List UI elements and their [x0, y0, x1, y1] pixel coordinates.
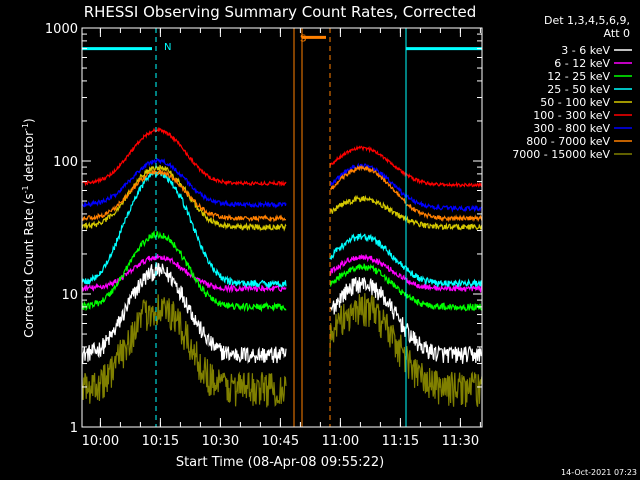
legend-header-line-2: Att 0 — [604, 27, 630, 40]
x-tick-label-10:30: 10:30 — [202, 434, 239, 449]
legend-label-25-50-kev: 25 - 50 keV — [547, 83, 610, 96]
x-tick-label-10:15: 10:15 — [142, 434, 179, 449]
x-tick-label-10:45: 10:45 — [262, 434, 299, 449]
series-12-25-kev — [81, 229, 483, 313]
series-25-50-kev — [81, 169, 483, 290]
x-tick-label-11:00: 11:00 — [322, 434, 359, 449]
y-tick-label-1000: 1000 — [45, 22, 78, 37]
series-800-7000-kev — [81, 164, 483, 223]
y-axis-label-mid: detector — [22, 131, 36, 186]
series-line-100-300-kev-before-gap — [81, 126, 287, 187]
plot-area — [81, 126, 483, 408]
series-line-300-800-kev-before-gap — [81, 158, 287, 209]
legend-header-line-1: Det 1,3,4,5,6,9, — [544, 14, 630, 27]
series-line-12-25-kev-before-gap — [81, 229, 287, 313]
x-axis-label: Start Time (08-Apr-08 09:55:22) — [176, 455, 384, 470]
series-50-100-kev — [81, 165, 483, 232]
series-line-25-50-kev-before-gap — [81, 169, 287, 289]
chart-title: RHESSI Observing Summary Count Rates, Co… — [84, 3, 477, 21]
x-tick-label-11:15: 11:15 — [382, 434, 419, 449]
y-axis-label-sup1: -1 — [21, 185, 30, 193]
plot-frame — [81, 27, 483, 428]
series-line-6-12-kev-before-gap — [81, 254, 287, 294]
series-line-3-6-kev-before-gap — [81, 262, 287, 364]
y-tick-label-10: 10 — [61, 288, 78, 303]
legend-label-50-100-kev: 50 - 100 keV — [540, 96, 610, 109]
legend-label-3-6-kev: 3 - 6 keV — [561, 44, 610, 57]
legend-label-300-800-kev: 300 - 800 keV — [533, 122, 610, 135]
legend-label-800-7000-kev: 800 - 7000 keV — [526, 135, 610, 148]
y-tick-label-1: 1 — [70, 421, 78, 436]
marker-label-s: S — [300, 33, 306, 44]
legend-label-12-25-kev: 12 - 25 keV — [547, 70, 610, 83]
x-tick-label-11:30: 11:30 — [442, 434, 479, 449]
x-axis-ticks: 10:00 10:15 10:30 10:45 11:00 11:15 11:30 — [82, 28, 481, 449]
legend-label-100-300-kev: 100 - 300 keV — [533, 109, 610, 122]
footer-timestamp: 14-Oct-2021 07:23 — [561, 468, 637, 477]
y-axis-label: Corrected Count Rate (s-1 detector-1) — [21, 118, 36, 337]
y-axis-label-end: ) — [22, 118, 36, 123]
legend-label-7000-15000-kev: 7000 - 15000 keV — [512, 148, 610, 161]
y-axis-label-main: Corrected Count Rate (s — [22, 193, 36, 337]
y-tick-label-100: 100 — [53, 155, 78, 170]
y-axis-label-sup2: -1 — [21, 123, 30, 131]
series-line-7000-15000-kev-before-gap — [81, 294, 287, 408]
legend-label-6-12-kev: 6 - 12 keV — [554, 57, 610, 70]
marker-label-n: N — [164, 42, 171, 53]
series-line-800-7000-kev-before-gap — [81, 169, 287, 223]
x-tick-label-10:00: 10:00 — [82, 434, 119, 449]
